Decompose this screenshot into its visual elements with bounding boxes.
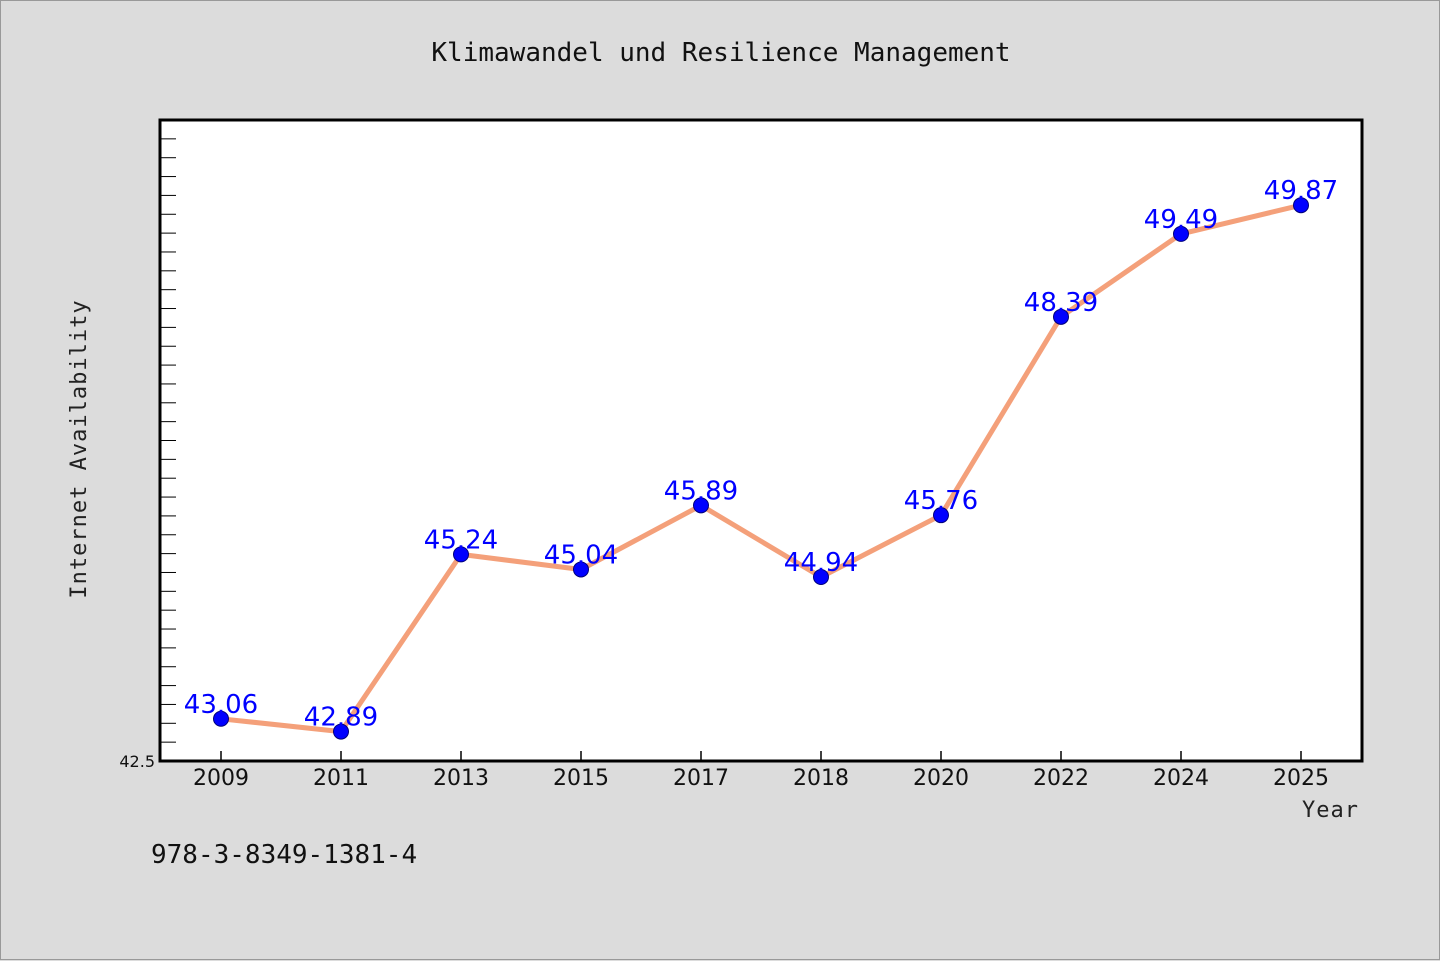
data-point bbox=[933, 507, 949, 524]
y-axis-label: Internet Availability bbox=[67, 299, 92, 598]
x-tick-label: 2017 bbox=[673, 766, 729, 791]
data-label: 49.87 bbox=[1264, 176, 1338, 206]
data-point bbox=[1173, 225, 1189, 242]
data-label: 44.94 bbox=[784, 548, 858, 578]
x-tick-label: 2018 bbox=[793, 766, 849, 791]
data-point bbox=[693, 497, 709, 514]
x-tick-label: 2022 bbox=[1033, 766, 1089, 791]
data-point bbox=[1053, 308, 1069, 325]
x-axis-ticks: 2009 2011 2013 2015 2017 2018 2020 2022 2024 2025 bbox=[193, 751, 1329, 791]
data-label: 45.76 bbox=[904, 486, 978, 516]
y-axis-ticks bbox=[160, 138, 176, 743]
x-tick-label: 2025 bbox=[1273, 766, 1329, 791]
data-label: 49.49 bbox=[1144, 205, 1218, 235]
data-point bbox=[573, 561, 589, 578]
plot-border bbox=[158, 118, 1364, 763]
data-label: 45.04 bbox=[544, 540, 618, 570]
data-label: 45.89 bbox=[664, 476, 738, 506]
x-tick-label: 2024 bbox=[1153, 766, 1209, 791]
data-point bbox=[453, 546, 469, 563]
data-label: 43.06 bbox=[184, 690, 258, 720]
data-label: 42.89 bbox=[304, 703, 378, 733]
data-point bbox=[333, 723, 349, 740]
series-line bbox=[220, 202, 1302, 735]
x-tick-label: 2011 bbox=[313, 766, 369, 791]
x-axis-label: Year bbox=[1302, 798, 1359, 823]
data-point bbox=[813, 568, 829, 585]
data-label: 45.24 bbox=[424, 525, 498, 555]
plot-area bbox=[160, 120, 1362, 761]
chart-title: Klimawandel und Resilience Management bbox=[431, 38, 1010, 68]
x-tick-label: 2015 bbox=[553, 766, 609, 791]
series-group: 43.06 42.89 45.24 45.04 45.89 44.94 45.76 48.39… bbox=[184, 176, 1338, 740]
data-point bbox=[1293, 197, 1309, 214]
y-tick-label: 42.5 bbox=[119, 752, 155, 771]
x-tick-label: 2009 bbox=[193, 766, 249, 791]
x-tick-label: 2020 bbox=[913, 766, 969, 791]
isbn-text: 978-3-8349-1381-4 bbox=[151, 840, 417, 870]
x-tick-label: 2013 bbox=[433, 766, 489, 791]
data-point bbox=[213, 710, 229, 727]
data-label: 48.39 bbox=[1024, 288, 1098, 318]
